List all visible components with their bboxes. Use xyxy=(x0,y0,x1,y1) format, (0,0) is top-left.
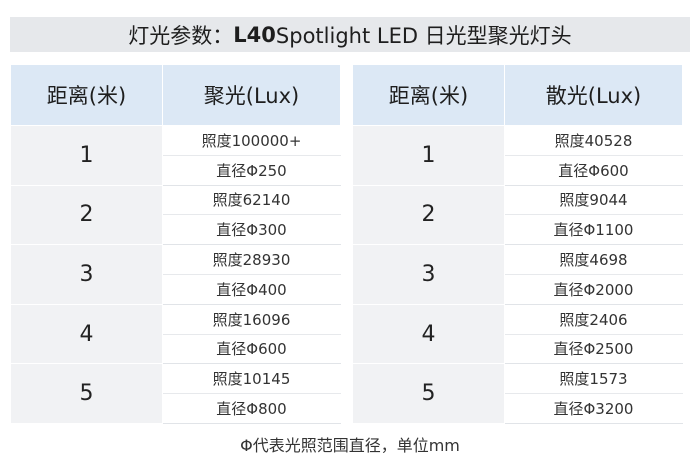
illuminance-cell: 照度10145 xyxy=(162,363,341,395)
distance-cell: 5 xyxy=(10,363,163,424)
table-row: 1 照度100000+ xyxy=(10,125,341,186)
flood-table: 距离(米) 散光(Lux) 1 照度40528 直径Φ600 2 照度9044 … xyxy=(352,64,683,424)
table-row: 4 照度2406 xyxy=(352,303,683,365)
table-row: 直径Φ1100 xyxy=(353,214,683,246)
title-prefix: 灯光参数： xyxy=(128,23,234,48)
table-row: 2 照度62140 xyxy=(10,184,341,246)
flood-header: 散光(Lux) xyxy=(504,64,683,126)
table-row: 3 照度28930 xyxy=(10,244,341,305)
diameter-cell: 直径Φ3200 xyxy=(504,393,683,424)
table-row: 直径Φ800 xyxy=(11,393,341,424)
illuminance-cell: 照度62140 xyxy=(162,184,341,216)
distance-cell: 1 xyxy=(352,125,505,186)
diameter-cell: 直径Φ800 xyxy=(162,393,341,424)
illuminance-cell: 照度40528 xyxy=(504,125,683,156)
distance-cell: 5 xyxy=(352,363,505,424)
distance-cell: 2 xyxy=(352,184,505,246)
spot-table: 距离(米) 聚光(Lux) 1 照度100000+ 直径Φ250 2 照度621… xyxy=(10,64,341,424)
table-row: 直径Φ600 xyxy=(11,333,341,365)
diameter-cell: 直径Φ1100 xyxy=(504,214,683,246)
table-row: 直径Φ600 xyxy=(353,154,683,186)
table-row: 5 照度1573 xyxy=(352,363,683,424)
footer-note: Φ代表光照范围直径，单位mm xyxy=(240,436,460,455)
distance-header: 距离(米) xyxy=(10,64,163,126)
title-model: L40 xyxy=(233,22,276,47)
illuminance-cell: 照度16096 xyxy=(162,303,341,335)
table-row: 5 照度10145 xyxy=(10,363,341,424)
spot-header: 聚光(Lux) xyxy=(162,64,341,126)
table-row: 直径Φ2000 xyxy=(353,273,683,305)
distance-cell: 3 xyxy=(352,244,505,305)
table-row: 直径Φ3200 xyxy=(353,393,683,424)
distance-cell: 4 xyxy=(10,303,163,365)
table-row: 3 照度4698 xyxy=(352,244,683,305)
table-row: 2 照度9044 xyxy=(352,184,683,246)
distance-header: 距离(米) xyxy=(352,64,505,126)
diameter-cell: 直径Φ600 xyxy=(162,333,341,365)
page-title: 灯光参数： L40 Spotlight LED 日光型聚光灯头 xyxy=(10,17,690,52)
diameter-cell: 直径Φ2000 xyxy=(504,273,683,305)
distance-cell: 1 xyxy=(10,125,163,186)
diameter-cell: 直径Φ400 xyxy=(162,273,341,305)
diameter-cell: 直径Φ600 xyxy=(504,154,683,186)
illuminance-cell: 照度9044 xyxy=(504,184,683,216)
illuminance-cell: 照度1573 xyxy=(504,363,683,395)
illuminance-cell: 照度28930 xyxy=(162,244,341,275)
distance-cell: 3 xyxy=(10,244,163,305)
table-row: 直径Φ300 xyxy=(11,214,341,246)
table-row: 直径Φ2500 xyxy=(353,333,683,365)
distance-cell: 4 xyxy=(352,303,505,365)
table-row: 1 照度40528 xyxy=(352,125,683,186)
distance-cell: 2 xyxy=(10,184,163,246)
title-suffix: Spotlight LED 日光型聚光灯头 xyxy=(275,23,572,48)
diameter-cell: 直径Φ2500 xyxy=(504,333,683,365)
table-row: 直径Φ250 xyxy=(11,154,341,186)
table-row: 4 照度16096 xyxy=(10,303,341,365)
illuminance-cell: 照度100000+ xyxy=(162,125,341,156)
illuminance-cell: 照度2406 xyxy=(504,303,683,335)
illuminance-cell: 照度4698 xyxy=(504,244,683,275)
diameter-cell: 直径Φ250 xyxy=(162,154,341,186)
diameter-cell: 直径Φ300 xyxy=(162,214,341,246)
